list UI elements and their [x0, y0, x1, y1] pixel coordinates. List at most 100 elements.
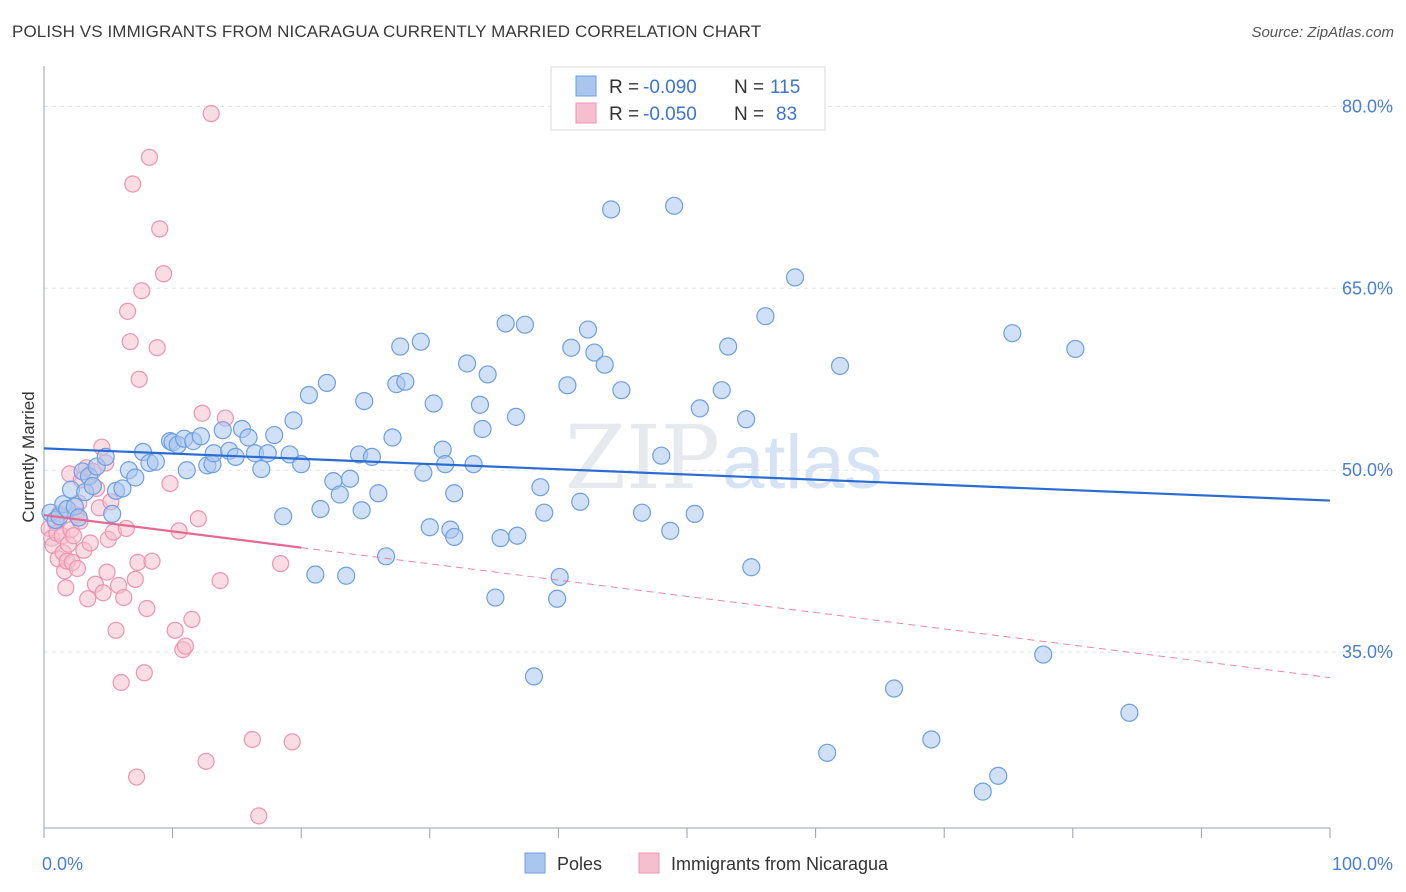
nicaragua-point [197, 752, 215, 770]
x-tick-labels: 0.0% 100.0% [42, 854, 1393, 874]
nicaragua-point [154, 265, 173, 283]
watermark-atlas: atlas [722, 420, 883, 505]
axes [43, 66, 1331, 838]
poles-point [126, 468, 145, 487]
poles-point [457, 354, 477, 373]
poles-point [204, 444, 223, 463]
poles-point [578, 320, 598, 339]
legend-r-value-1: -0.090 [643, 77, 697, 98]
poles-point [685, 504, 704, 523]
poles-point [756, 307, 775, 326]
nicaragua-point [112, 673, 130, 692]
poles-point [661, 521, 680, 540]
poles-point [486, 588, 505, 607]
poles-point [515, 315, 535, 334]
nicaragua-point [143, 552, 161, 570]
nicaragua-point [189, 510, 207, 528]
poles-point [317, 373, 337, 393]
poles-point [113, 479, 132, 498]
legend-r-label-1: R = [609, 77, 639, 98]
legend-n-value-1: 115 [770, 77, 800, 98]
poles-point [922, 730, 941, 749]
nicaragua-point [211, 571, 229, 590]
poles-point [103, 504, 122, 523]
poles-point [548, 589, 567, 608]
nicaragua-point [127, 768, 146, 786]
grid-lines [44, 105, 1392, 653]
y-axis-label: Currently Married [19, 391, 38, 522]
nicaragua-point [129, 553, 147, 571]
x-tick-label: 100.0% [1332, 854, 1393, 874]
poles-point [785, 268, 805, 287]
poles-point [595, 355, 614, 374]
poles-point [411, 332, 430, 351]
poles-point [524, 667, 544, 686]
chart-title: POLISH VS IMMIGRANTS FROM NICARAGUA CURR… [12, 22, 762, 41]
nicaragua-point [272, 555, 290, 573]
poles-point [496, 314, 515, 333]
nicaragua-point [193, 404, 211, 422]
poles-point [491, 529, 510, 548]
nicaragua-point [94, 584, 112, 602]
poles-point [445, 527, 464, 547]
poles-point [478, 365, 497, 384]
poles-point [96, 447, 115, 466]
nicaragua-point [121, 333, 139, 351]
nicaragua-point [250, 807, 268, 825]
poles-point [585, 343, 604, 362]
nicaragua-point [151, 220, 169, 238]
poles-point [602, 200, 621, 219]
nicaragua-point [202, 105, 220, 123]
poles-point [69, 508, 88, 527]
poles-point [612, 381, 631, 400]
bottom-legend-label-nicaragua: Immigrants from Nicaragua [671, 854, 889, 874]
poles-point [299, 385, 319, 405]
poles-point [83, 476, 102, 496]
nicaragua-point [130, 370, 148, 388]
legend-swatch-poles [575, 75, 597, 97]
poles-point [376, 547, 396, 566]
poles-point [470, 395, 490, 414]
poles-point [973, 782, 992, 801]
poles-point [274, 507, 293, 526]
poles-point [632, 503, 652, 522]
nicaragua-regression-extension [301, 547, 1331, 679]
poles-point [177, 461, 196, 480]
poles-point [665, 196, 684, 215]
poles-point [737, 410, 756, 429]
poles-point [1120, 703, 1139, 722]
nicaragua-point [138, 599, 156, 618]
poles-point [424, 394, 443, 413]
nicaragua-point [124, 175, 142, 193]
poles-regression-line [43, 447, 1331, 502]
poles-point [818, 743, 837, 762]
nicaragua-point [161, 474, 179, 493]
nicaragua-point [107, 621, 125, 639]
legend-r-value-2: -0.050 [643, 104, 697, 125]
legend-n-label-2: N = [734, 104, 764, 125]
y-tick-labels: 35.0% 50.0% 65.0% 80.0% [1342, 96, 1393, 662]
poles-point [420, 518, 439, 537]
y-tick-label: 35.0% [1342, 642, 1393, 662]
nicaragua-point [68, 559, 87, 578]
poles-point [690, 399, 709, 418]
poles-point [239, 428, 258, 447]
poles-point [535, 503, 554, 522]
poles-point [284, 411, 303, 430]
bottom-legend: Poles Immigrants from Nicaragua [524, 852, 889, 874]
poles-point [550, 567, 569, 587]
poles-point [391, 337, 410, 356]
legend: R = -0.090 N = 115 R = -0.050 N = 83 [550, 66, 826, 131]
poles-point [340, 469, 360, 488]
bottom-legend-swatch-nicaragua [638, 852, 660, 874]
regression-lines [43, 447, 1331, 679]
legend-n-label-1: N = [734, 77, 764, 98]
y-tick-label: 80.0% [1342, 96, 1393, 116]
poles-point [252, 459, 271, 479]
poles-point [258, 444, 277, 463]
poles-point [396, 372, 415, 391]
nicaragua-point [117, 519, 135, 538]
nicaragua-point [166, 621, 184, 639]
poles-point [355, 391, 374, 411]
